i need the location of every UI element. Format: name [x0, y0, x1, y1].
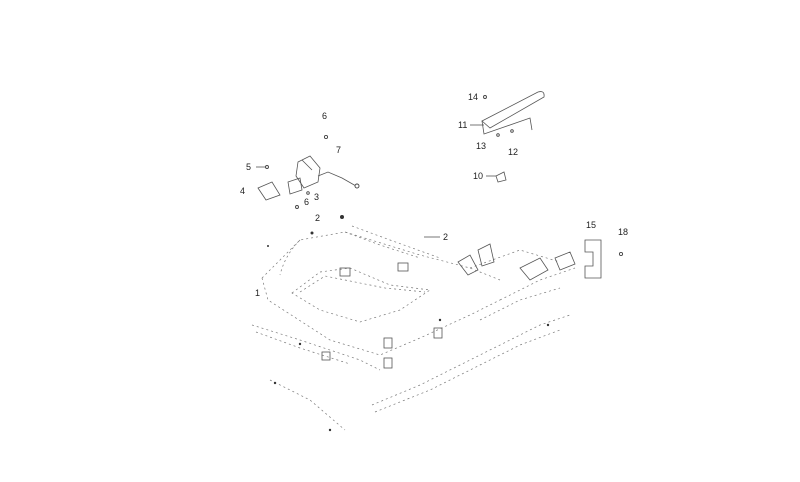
callout-4: 4 — [240, 186, 245, 196]
callout-6b: 6 — [304, 197, 309, 207]
callout-18: 18 — [618, 227, 628, 237]
upper-bracket-assembly — [470, 91, 545, 183]
callout-2b: 2 — [443, 232, 448, 242]
hinge-bracket-assembly — [256, 134, 360, 209]
callout-12: 12 — [508, 147, 518, 157]
callout-2a: 2 — [315, 213, 320, 223]
callout-6a: 6 — [322, 111, 327, 121]
callout-11: 11 — [458, 120, 467, 130]
side-bracket-assembly — [584, 239, 624, 279]
callout-1: 1 — [255, 288, 260, 298]
callout-7: 7 — [336, 145, 341, 155]
main-frame-assembly — [251, 215, 576, 432]
callout-5: 5 — [246, 162, 251, 172]
callout-13: 13 — [476, 141, 486, 151]
callout-10: 10 — [473, 171, 483, 181]
callout-15: 15 — [586, 220, 596, 230]
callout-3: 3 — [314, 192, 319, 202]
callout-14: 14 — [468, 92, 478, 102]
